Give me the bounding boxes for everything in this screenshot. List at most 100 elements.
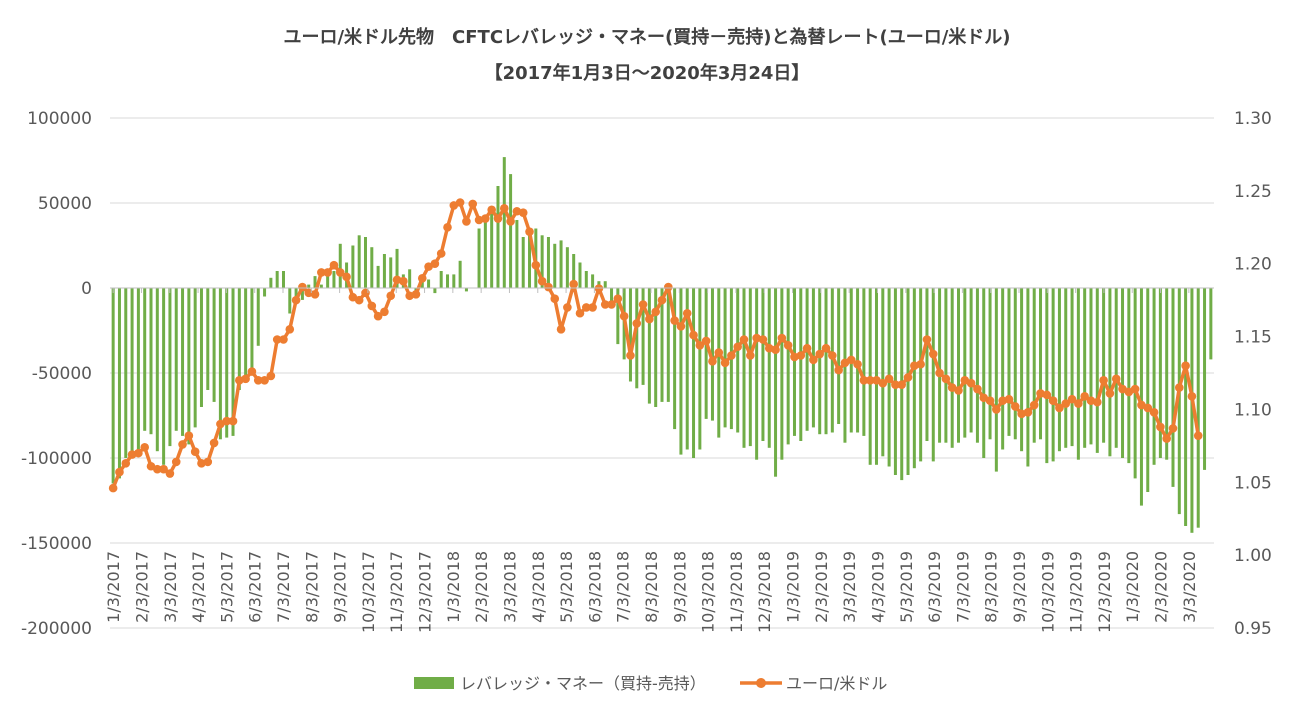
line-point [417,273,427,283]
bar [988,288,992,440]
line-point [638,300,648,309]
bar [591,274,595,288]
line-point [266,371,276,381]
line-point [1067,394,1077,404]
line-point [310,290,320,299]
x-tick-label: 10/3/2017 [359,551,378,633]
x-tick-label: 12/3/2017 [416,551,435,633]
bar [780,288,784,460]
bar [1171,288,1175,487]
line-point [815,349,825,359]
line-point [468,199,478,209]
line-point [481,214,490,223]
line-point [184,431,194,440]
bar [1057,288,1061,452]
line-point [922,335,932,344]
bar [912,288,916,469]
line-point [941,374,951,384]
line-point [928,349,938,359]
x-tick-label: 5/3/2018 [557,551,576,623]
bar [1083,288,1087,448]
y-right-tick-label: 1.00 [1234,546,1272,566]
line-point [203,457,213,467]
line-point [897,380,907,389]
y-right-tick-label: 1.30 [1234,109,1272,129]
bar [994,288,998,472]
bar [1152,288,1156,465]
x-tick-label: 3/3/2017 [161,551,180,623]
bar [950,288,954,448]
x-tick-label: 3/3/2018 [500,551,519,623]
line-point [493,214,503,223]
x-tick-label: 2/3/2017 [132,551,151,623]
x-tick-label: 2/3/2020 [1152,551,1171,623]
line-point [600,300,610,309]
x-tick-label: 2/3/2018 [472,551,491,623]
line-point [1111,374,1121,384]
x-tick-label: 11/3/2018 [727,551,746,633]
axes: 100000 50000 0 -50000 -100000 -150000 -200000 1… [21,109,1272,639]
line-point [108,483,118,493]
bar [420,279,424,288]
bar [483,216,487,288]
line-point [1010,402,1020,411]
bar [748,288,752,447]
line-point [619,311,629,321]
line-point [241,374,250,384]
line-point [1175,383,1184,392]
bar [1013,288,1017,440]
bar [1064,288,1068,448]
x-tick-label: 5/3/2019 [897,551,916,623]
bar [755,288,759,460]
y-left-tick-label: 100000 [27,109,92,129]
x-tick-label: 4/3/2017 [189,551,208,623]
bar [654,288,658,407]
bar [212,288,216,402]
x-tick-label: 7/3/2018 [614,551,633,623]
line-point [985,396,995,405]
bar [313,276,317,288]
bar [565,247,569,288]
line-point [430,259,440,269]
bar [130,288,134,453]
line-point [809,355,818,365]
x-tick-label: 2/3/2019 [812,551,831,623]
bar [275,271,279,288]
line-point [758,335,768,344]
line-point [499,204,509,213]
line-point [228,416,238,426]
bar [206,288,210,390]
line-point [1168,424,1178,433]
bar [111,288,115,484]
line-point [632,319,642,328]
bar [1032,288,1036,443]
bar [357,235,361,288]
line-point [386,291,396,301]
bar [723,288,727,428]
bar [307,284,311,288]
bar [603,281,607,288]
line-point [859,375,869,385]
bar [862,288,866,436]
bar [231,288,235,436]
x-tick-label: 6/3/2019 [925,551,944,623]
bar [957,288,960,443]
bar [774,288,778,477]
y-left-tick-label: -200000 [21,619,92,639]
bar [117,288,121,479]
line-point [342,272,351,282]
bar [824,288,828,435]
line-point [1092,397,1102,407]
x-tick-label: 10/3/2018 [699,551,718,633]
line-point [1193,431,1203,440]
y-right-tick-label: 1.15 [1234,328,1272,348]
line-point [487,205,496,215]
line-point [733,342,742,352]
bar [218,288,222,440]
bar [136,288,140,450]
bar [944,288,948,443]
line-point [853,359,862,369]
bar [540,235,544,288]
bar [1177,288,1181,515]
y-left-tick-label: 50000 [38,194,92,214]
